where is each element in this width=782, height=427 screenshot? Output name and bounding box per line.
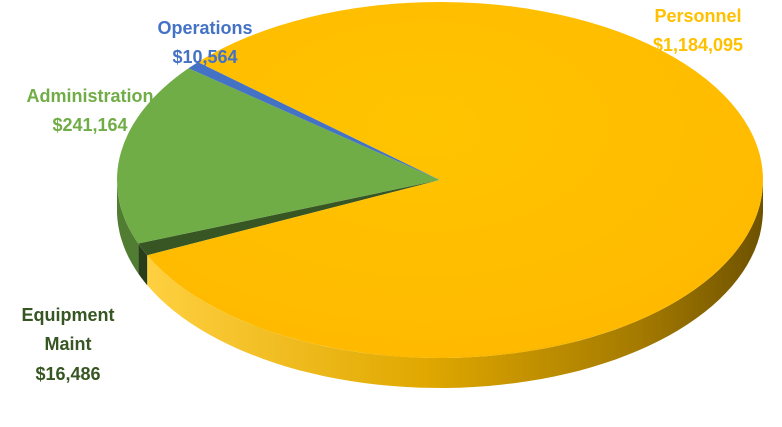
pie-side-administration: [117, 181, 139, 274]
pie-slice-equipment-maint: [138, 180, 440, 256]
pie-slice-personnel: [147, 1, 764, 359]
label-equipment-value: $16,486: [35, 364, 100, 384]
label-equipment-name-line2: Maint: [45, 334, 92, 354]
label-operations-value: $10,564: [172, 47, 237, 67]
label-operations-name: Operations: [157, 18, 252, 38]
label-administration-value: $241,164: [52, 115, 127, 135]
pie-side-equipment-maint: [138, 243, 148, 286]
pie-slice-operations: [188, 62, 440, 181]
pie-side-personnel: [147, 182, 764, 388]
label-personnel-value: $1,184,095: [653, 35, 743, 55]
label-equipment-name-line1: Equipment: [22, 305, 115, 325]
pie-slices-group: [116, 1, 764, 388]
label-administration-name: Administration: [26, 86, 153, 106]
pie-slice-administration: [116, 68, 440, 244]
pie-labels-group: Personnel $1,184,095 Operations $10,564 …: [22, 6, 744, 384]
label-personnel-name: Personnel: [654, 6, 741, 26]
